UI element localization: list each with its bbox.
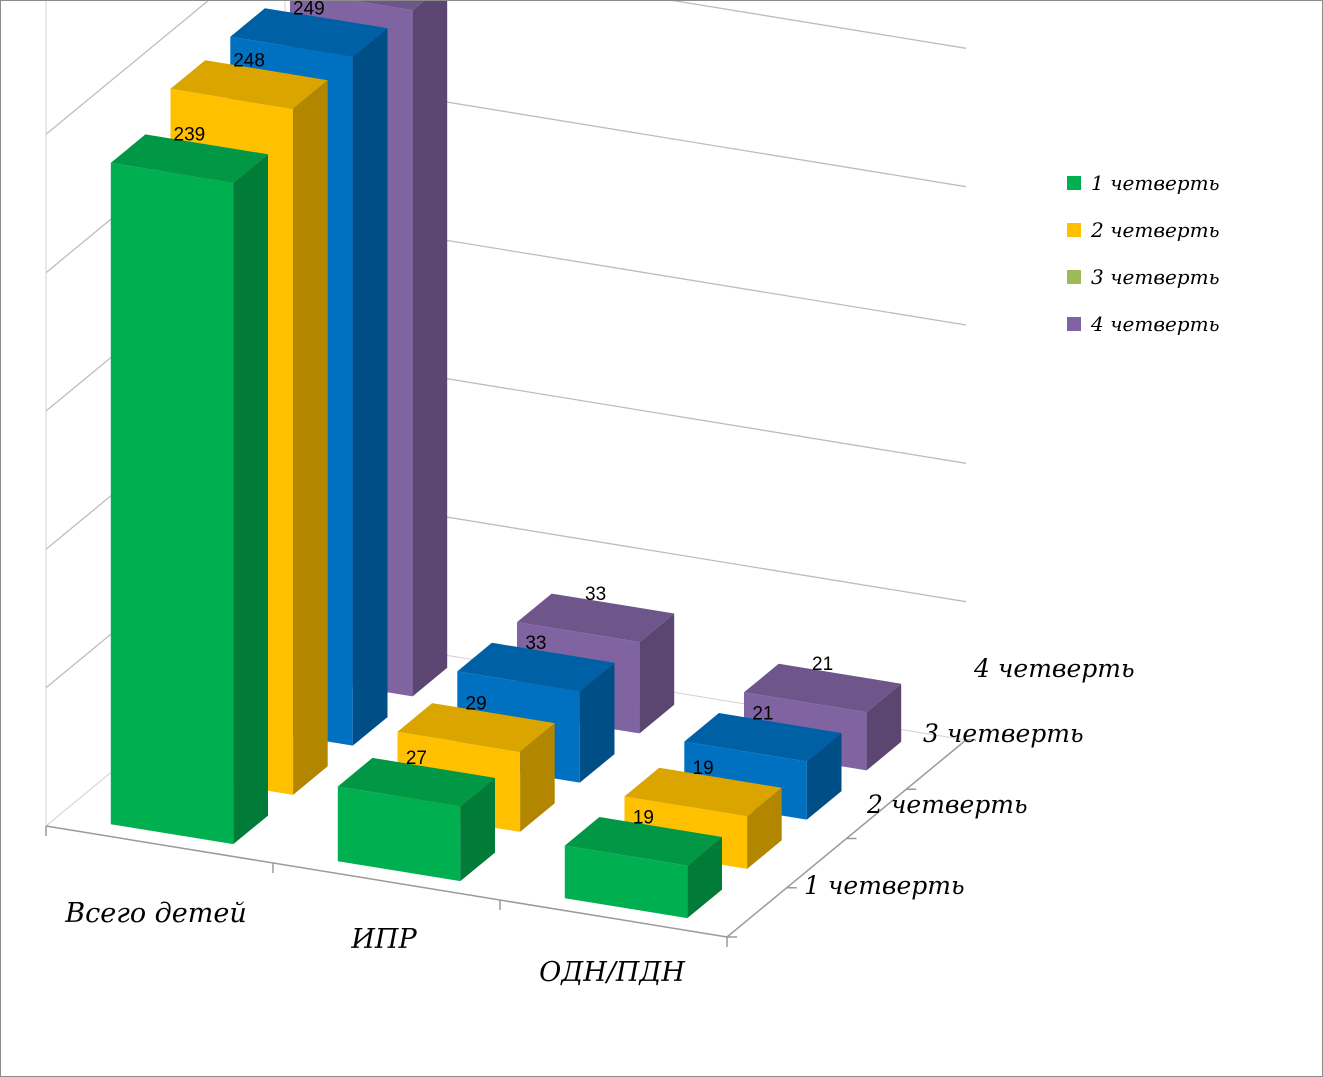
data-label: 21: [752, 703, 773, 724]
legend-swatch-icon: [1067, 317, 1081, 331]
legend: 1 четверть 2 четверть 3 четверть 4 четве…: [1067, 169, 1219, 357]
chart-axes: [45, 1, 976, 947]
data-label: 21: [812, 654, 833, 675]
bar-top-face: [337, 757, 495, 807]
bar-side-face: [233, 154, 268, 845]
bar-top-face: [564, 817, 722, 866]
bar-top-face: [457, 642, 615, 692]
bar-front-face: [564, 845, 688, 919]
legend-swatch-icon: [1067, 223, 1081, 237]
data-labels: 2483321249332124829192392719: [174, 1, 834, 828]
legend-item: 1 четверть: [1067, 169, 1219, 197]
legend-label: 2 четверть: [1091, 218, 1220, 242]
bar-side-face: [687, 837, 722, 919]
data-label: 19: [693, 758, 714, 779]
data-label: 19: [633, 807, 654, 828]
bar-side-face: [579, 662, 615, 783]
bar: [564, 817, 722, 919]
bar-top-face: [517, 593, 675, 643]
legend-swatch-icon: [1067, 270, 1081, 284]
data-label: 27: [406, 748, 427, 769]
bar-top-face: [744, 663, 902, 713]
depth-axis-label: 2 четверть: [866, 790, 1028, 819]
bar-side-face: [520, 723, 555, 832]
category-axis-line: [45, 825, 728, 938]
data-label: 239: [174, 125, 206, 146]
bar-top-face: [624, 767, 782, 817]
depth-axis-label: 1 четверть: [804, 871, 965, 900]
gridline: [45, 1, 967, 135]
data-label: 248: [233, 51, 265, 72]
legend-label: 4 четверть: [1091, 312, 1220, 336]
legend-item: 2 четверть: [1067, 216, 1219, 244]
category-label: ОДН/ПДН: [539, 957, 685, 988]
bar-top-face: [230, 8, 388, 57]
bar-front-face: [337, 786, 461, 882]
data-label: 29: [466, 693, 487, 714]
legend-item: 4 четверть: [1067, 310, 1219, 338]
category-label: Всего детей: [64, 898, 247, 929]
bar-side-face: [352, 28, 388, 746]
data-label: 33: [525, 633, 546, 654]
bar-side-face: [806, 733, 842, 820]
data-label: 249: [293, 1, 325, 20]
legend-label: 3 четверть: [1091, 265, 1220, 289]
bar-side-face: [460, 777, 495, 882]
bar-side-face: [639, 613, 675, 734]
bar-side-face: [412, 1, 448, 697]
bar-top-face: [397, 703, 555, 752]
data-label: 33: [585, 584, 606, 605]
legend-label: 1 четверть: [1091, 171, 1220, 195]
bar-side-face: [293, 80, 328, 795]
bar-front-face: [110, 162, 234, 845]
category-label: ИПР: [350, 924, 417, 955]
bar-top-face: [355, 1, 424, 11]
bar-top-face: [170, 60, 328, 109]
legend-swatch-icon: [1067, 176, 1081, 190]
bar-top-face: [110, 134, 268, 183]
depth-axis-label: 3 четверть: [923, 719, 1084, 748]
bar: [110, 134, 268, 845]
bar: [337, 757, 495, 882]
bar-side-face: [866, 683, 902, 771]
legend-item: 3 четверть: [1067, 263, 1219, 291]
bar-top-face: [684, 713, 842, 762]
depth-axis-label: 4 четверть: [973, 654, 1135, 683]
bar-side-face: [747, 787, 782, 869]
bars: [110, 1, 902, 919]
